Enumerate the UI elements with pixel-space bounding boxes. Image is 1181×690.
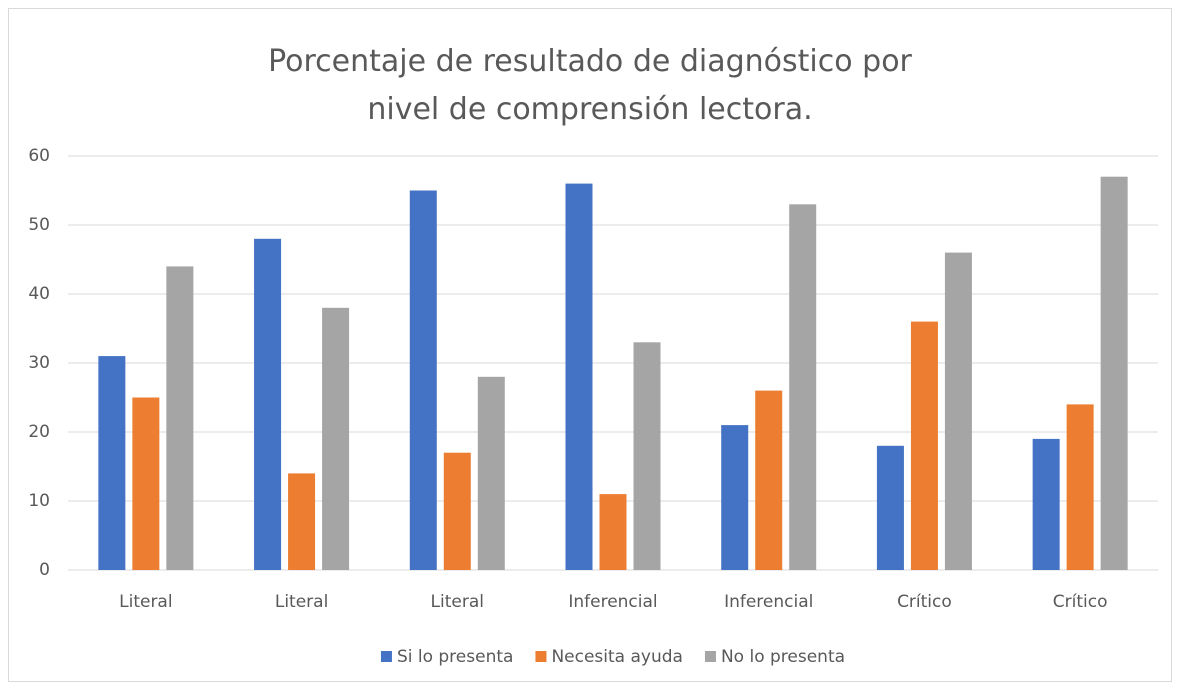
y-tick-label: 0 (39, 560, 50, 580)
x-tick-label: Crítico (897, 592, 952, 612)
bar (254, 238, 282, 571)
bar (633, 342, 661, 570)
bar (910, 321, 938, 570)
y-tick-label: 10 (28, 491, 50, 511)
chart-frame (8, 8, 1172, 682)
bar (288, 473, 316, 570)
y-tick-label: 60 (28, 146, 50, 166)
chart-title: Porcentaje de resultado de diagnóstico p… (268, 44, 912, 127)
bar (322, 307, 350, 570)
bar (721, 425, 749, 570)
y-tick-label: 40 (28, 284, 50, 304)
bar (98, 356, 126, 570)
bar (876, 445, 904, 570)
legend-label: Necesita ayuda (551, 647, 683, 667)
x-tick-label: Literal (431, 592, 484, 612)
bar (1100, 176, 1128, 570)
y-tick-label: 30 (28, 353, 50, 373)
bar (1066, 404, 1094, 570)
x-tick-label: Crítico (1053, 592, 1108, 612)
bar (1032, 438, 1060, 570)
bar (477, 376, 505, 570)
y-tick-label: 50 (28, 215, 50, 235)
legend-swatch (704, 651, 716, 662)
bar (409, 190, 437, 570)
bar (755, 390, 783, 570)
x-tick-label: Literal (119, 592, 172, 612)
legend-swatch (380, 651, 392, 662)
bar (565, 183, 593, 570)
bar (599, 494, 627, 570)
bar (789, 204, 817, 571)
x-tick-label: Inferencial (568, 592, 657, 612)
legend-label: Si lo presenta (397, 647, 514, 667)
x-tick-label: Inferencial (724, 592, 813, 612)
y-tick-label: 20 (28, 422, 50, 442)
legend-label: No lo presenta (721, 647, 845, 667)
bar (132, 397, 160, 570)
bar (944, 252, 972, 570)
bar (443, 452, 471, 570)
bar (166, 266, 194, 570)
x-tick-label: Literal (275, 592, 328, 612)
legend-swatch (535, 651, 547, 662)
